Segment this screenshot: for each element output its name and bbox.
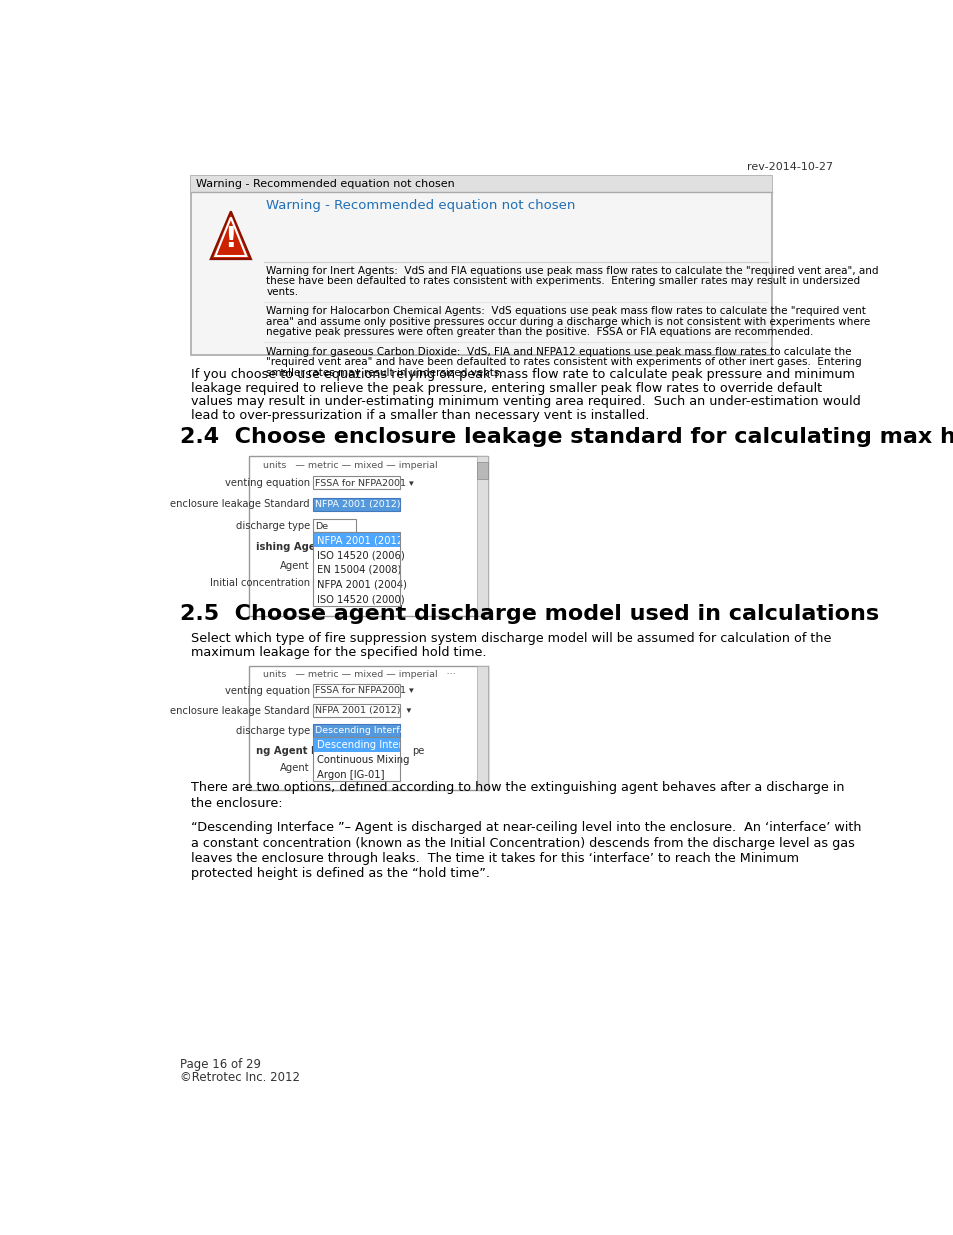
FancyBboxPatch shape (476, 456, 488, 616)
FancyBboxPatch shape (313, 547, 399, 562)
FancyBboxPatch shape (191, 175, 771, 354)
Text: EN 15004 (2008): EN 15004 (2008) (316, 564, 401, 574)
Text: lead to over-pressurization if a smaller than necessary vent is installed.: lead to over-pressurization if a smaller… (191, 409, 648, 422)
FancyBboxPatch shape (313, 532, 399, 547)
Text: area" and assume only positive pressures occur during a discharge which is not c: area" and assume only positive pressures… (266, 317, 870, 327)
Text: these have been defaulted to rates consistent with experiments.  Entering smalle: these have been defaulted to rates consi… (266, 277, 860, 287)
Text: venting equation: venting equation (225, 478, 310, 488)
FancyBboxPatch shape (313, 577, 399, 592)
Text: leakage required to relieve the peak pressure, entering smaller peak flow rates : leakage required to relieve the peak pre… (191, 382, 821, 394)
Text: enclosure leakage Standard: enclosure leakage Standard (170, 705, 310, 715)
FancyBboxPatch shape (313, 684, 399, 698)
Text: ishing Agent Info:: ishing Agent Info: (255, 542, 356, 552)
Text: If you choose to use equations relying on peak mass flow rate to calculate peak : If you choose to use equations relying o… (191, 368, 854, 380)
Text: Warning for gaseous Carbon Dioxide:  VdS, FIA and NFPA12 equations use peak mass: Warning for gaseous Carbon Dioxide: VdS,… (266, 347, 851, 357)
FancyBboxPatch shape (191, 175, 771, 193)
Text: NFPA 2001 (2012): NFPA 2001 (2012) (316, 536, 407, 546)
Text: ©Retrotec Inc. 2012: ©Retrotec Inc. 2012 (179, 1071, 299, 1083)
Text: Continuous Mixing: Continuous Mixing (316, 755, 409, 764)
Text: units   — metric — mixed — imperial   ···: units — metric — mixed — imperial ··· (263, 671, 456, 679)
Text: Warning - Recommended equation not chosen: Warning - Recommended equation not chose… (195, 179, 455, 189)
Text: ISO 14520 (2006): ISO 14520 (2006) (316, 550, 404, 561)
Text: smaller rates may result in undersized vents.: smaller rates may result in undersized v… (266, 368, 503, 378)
Text: Descending Interface: Descending Interface (316, 740, 423, 751)
FancyBboxPatch shape (476, 666, 488, 790)
Text: FSSA for NFPA2001 ▾: FSSA for NFPA2001 ▾ (315, 687, 414, 695)
Text: Descending Interface ▾: Descending Interface ▾ (315, 726, 424, 736)
Text: Select which type of fire suppression system discharge model will be assumed for: Select which type of fire suppression sy… (191, 632, 830, 645)
Text: 2.4  Choose enclosure leakage standard for calculating max hold time: 2.4 Choose enclosure leakage standard fo… (179, 427, 953, 447)
Text: enclosure leakage Standard: enclosure leakage Standard (170, 499, 310, 509)
Text: rev-2014-10-27: rev-2014-10-27 (746, 162, 832, 172)
Text: Agent: Agent (280, 561, 310, 571)
FancyBboxPatch shape (313, 498, 399, 511)
FancyBboxPatch shape (313, 704, 399, 718)
Text: NFPA 2001 (2004): NFPA 2001 (2004) (316, 579, 406, 589)
Text: FSSA for NFPA2001 ▾: FSSA for NFPA2001 ▾ (315, 478, 414, 488)
Polygon shape (211, 211, 251, 259)
FancyBboxPatch shape (313, 577, 340, 589)
Text: protected height is defined as the “hold time”.: protected height is defined as the “hold… (191, 867, 489, 881)
Text: “Descending Interface ”– Agent is discharged at near-ceiling level into the encl: “Descending Interface ”– Agent is discha… (191, 821, 861, 834)
Text: leaves the enclosure through leaks.  The time it takes for this ‘interface’ to r: leaves the enclosure through leaks. The … (191, 852, 798, 864)
Text: values may result in under-estimating minimum venting area required.  Such an un: values may result in under-estimating mi… (191, 395, 860, 409)
Text: Warning for Inert Agents:  VdS and FIA equations use peak mass flow rates to cal: Warning for Inert Agents: VdS and FIA eq… (266, 266, 878, 275)
Text: pe: pe (412, 746, 424, 756)
FancyBboxPatch shape (313, 592, 399, 605)
FancyBboxPatch shape (313, 767, 399, 782)
Text: NFPA 2001 (2012)  ▾: NFPA 2001 (2012) ▾ (315, 706, 411, 715)
FancyBboxPatch shape (313, 752, 399, 767)
Text: ISO 14520 (2000): ISO 14520 (2000) (316, 594, 404, 604)
Text: There are two options, defined according to how the extinguishing agent behaves : There are two options, defined according… (191, 782, 843, 794)
Text: a constant concentration (known as the Initial Concentration) descends from the : a constant concentration (known as the I… (191, 836, 854, 850)
Text: Argon [IG-01]: Argon [IG-01] (316, 769, 384, 779)
Text: Warning - Recommended equation not chosen: Warning - Recommended equation not chose… (266, 199, 576, 212)
Text: !: ! (224, 225, 237, 253)
Text: Agent: Agent (280, 763, 310, 773)
Text: the enclosure:: the enclosure: (191, 797, 282, 809)
Text: Page 16 of 29: Page 16 of 29 (179, 1058, 260, 1071)
Text: maximum leakage for the specified hold time.: maximum leakage for the specified hold t… (191, 646, 485, 658)
FancyBboxPatch shape (249, 666, 488, 790)
Text: "required vent area" and have been defaulted to rates consistent with experiment: "required vent area" and have been defau… (266, 357, 862, 367)
Text: Warning for Halocarbon Chemical Agents:  VdS equations use peak mass flow rates : Warning for Halocarbon Chemical Agents: … (266, 306, 865, 316)
FancyBboxPatch shape (249, 456, 488, 616)
Text: 40: 40 (322, 579, 335, 589)
Text: discharge type: discharge type (235, 521, 310, 531)
Text: De: De (315, 521, 328, 531)
Text: ng Agent Info:: ng Agent Info: (255, 746, 336, 756)
Text: vents.: vents. (266, 287, 298, 296)
Text: negative peak pressures were often greater than the positive.  FSSA or FIA equat: negative peak pressures were often great… (266, 327, 813, 337)
FancyBboxPatch shape (476, 462, 488, 479)
Text: discharge type: discharge type (235, 726, 310, 736)
FancyBboxPatch shape (313, 477, 399, 489)
Text: NFPA 2001 (2012)  ▾: NFPA 2001 (2012) ▾ (315, 500, 411, 509)
Text: venting equation: venting equation (225, 685, 310, 695)
Text: units   — metric — mixed — imperial: units — metric — mixed — imperial (263, 461, 437, 469)
Text: 2.5  Choose agent discharge model used in calculations: 2.5 Choose agent discharge model used in… (179, 604, 878, 624)
Text: %: % (344, 579, 353, 589)
Text: Initial concentration: Initial concentration (210, 578, 310, 588)
FancyBboxPatch shape (313, 520, 355, 532)
FancyBboxPatch shape (313, 562, 399, 577)
FancyBboxPatch shape (313, 737, 399, 752)
FancyBboxPatch shape (313, 724, 399, 737)
